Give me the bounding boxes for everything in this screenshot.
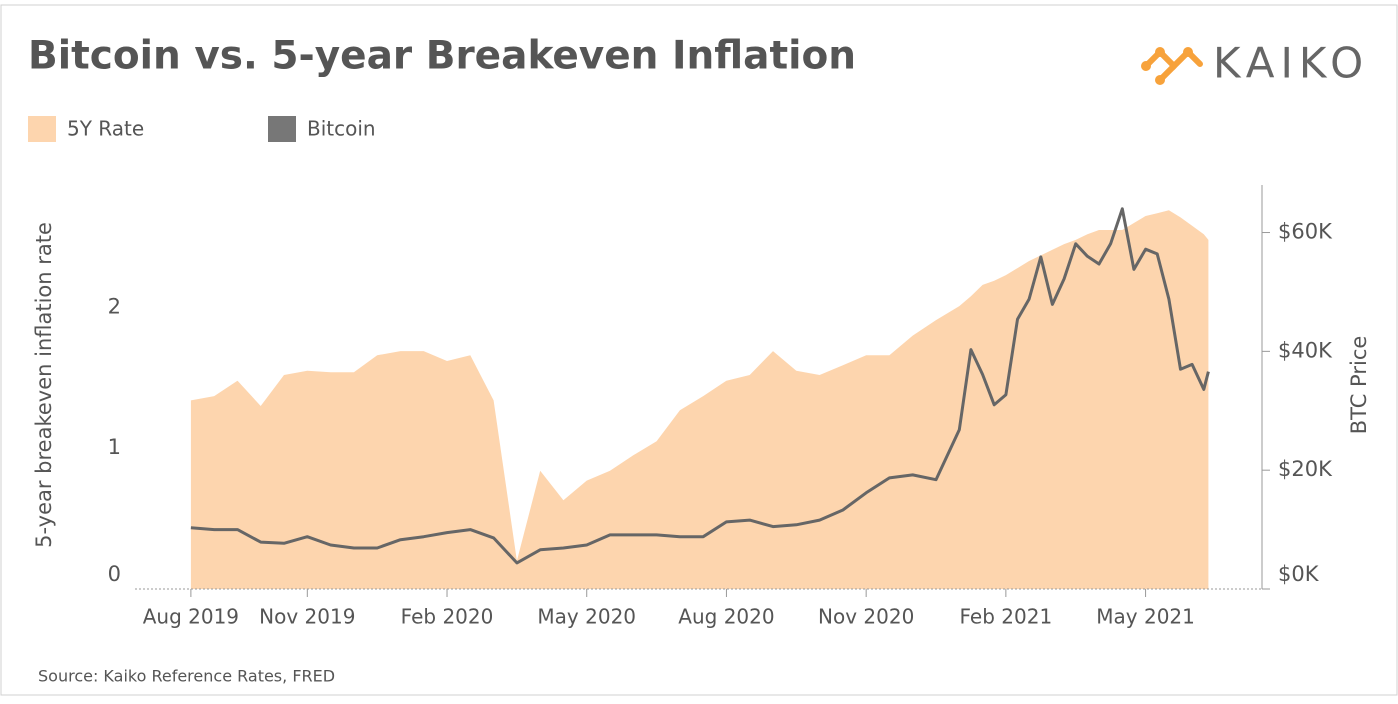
area: [190, 210, 1209, 590]
y-tick-label: 1: [108, 435, 121, 459]
y-tick-label: 0: [108, 562, 121, 586]
y2-tick-label: $20K: [1278, 457, 1333, 481]
x-tick-label: May 2020: [537, 605, 636, 629]
legend-label: Bitcoin: [307, 117, 376, 141]
y2-tick-label: $60K: [1278, 220, 1333, 244]
y-tick-label: 2: [108, 294, 121, 318]
x-tick-label: Feb 2021: [960, 605, 1053, 629]
y2-tick-label: $40K: [1278, 338, 1333, 362]
brand-name: KAIKO: [1213, 39, 1369, 88]
x-tick-label: May 2021: [1096, 605, 1195, 629]
source-note: Source: Kaiko Reference Rates, FRED: [38, 667, 335, 686]
line: [190, 207, 1210, 565]
chart-title: Bitcoin vs. 5-year Breakeven Inflation: [28, 34, 856, 79]
brand-logo: [1141, 47, 1203, 85]
x-tick-label: Aug 2019: [143, 605, 239, 629]
x-tick-label: Aug 2020: [678, 605, 774, 629]
x-tick-label: Feb 2020: [401, 605, 494, 629]
x-tick-label: Nov 2020: [818, 605, 914, 629]
y2-tick-label: $0K: [1278, 562, 1320, 586]
legend-swatch: [28, 116, 56, 142]
x-tick-label: Nov 2019: [259, 605, 355, 629]
y2-axis-label: BTC Price: [1347, 336, 1371, 435]
legend-swatch: [268, 116, 296, 142]
legend-label: 5Y Rate: [67, 117, 144, 141]
y-axis-label: 5-year breakeven inflation rate: [32, 222, 56, 548]
